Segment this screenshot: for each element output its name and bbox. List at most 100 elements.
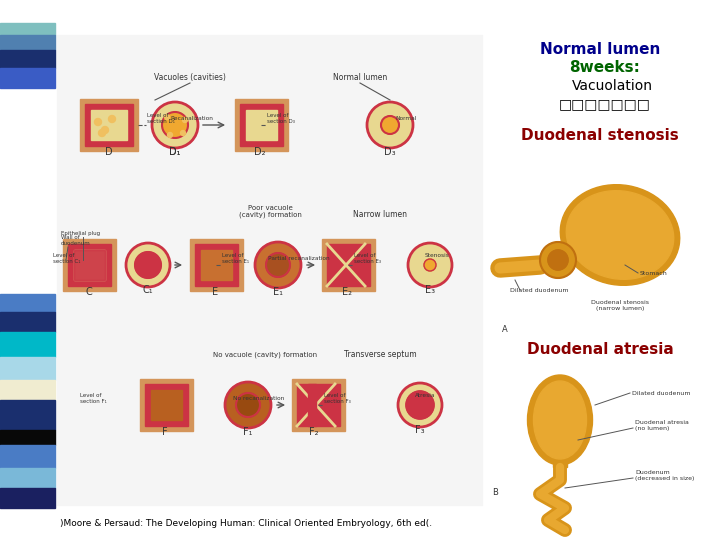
Circle shape bbox=[126, 243, 170, 287]
Bar bbox=[68, 244, 111, 286]
Bar bbox=[235, 99, 288, 151]
Text: B: B bbox=[492, 488, 498, 497]
Circle shape bbox=[102, 126, 109, 133]
Bar bbox=[0, 294, 55, 312]
Text: Level of
section D₃: Level of section D₃ bbox=[267, 113, 295, 124]
Circle shape bbox=[94, 118, 102, 125]
Text: No recanalization: No recanalization bbox=[233, 396, 284, 401]
Circle shape bbox=[540, 242, 576, 278]
Bar bbox=[190, 239, 243, 291]
Circle shape bbox=[99, 130, 106, 137]
Circle shape bbox=[135, 252, 161, 278]
Text: E₁: E₁ bbox=[273, 287, 283, 297]
Text: □□□□□□□: □□□□□□□ bbox=[559, 97, 651, 111]
Bar bbox=[490, 357, 715, 502]
Text: Epithelial plug: Epithelial plug bbox=[61, 231, 100, 236]
Text: Recanalization: Recanalization bbox=[170, 116, 213, 121]
Bar bbox=[0, 23, 55, 35]
Bar bbox=[0, 468, 55, 488]
Bar bbox=[240, 104, 283, 146]
Text: Duodenal atresia: Duodenal atresia bbox=[526, 342, 673, 357]
Bar bbox=[322, 239, 375, 291]
Bar bbox=[327, 244, 370, 286]
Circle shape bbox=[162, 112, 188, 138]
Text: Vacuoles (cavities): Vacuoles (cavities) bbox=[154, 73, 226, 82]
Circle shape bbox=[168, 132, 173, 138]
Text: E₃: E₃ bbox=[425, 285, 435, 295]
Text: Transverse septum: Transverse septum bbox=[343, 350, 416, 359]
Bar bbox=[145, 384, 188, 426]
Text: F₂: F₂ bbox=[310, 427, 319, 437]
Text: Dilated duodenum: Dilated duodenum bbox=[632, 391, 690, 396]
Circle shape bbox=[424, 259, 436, 271]
Bar bbox=[0, 380, 55, 400]
Text: Wall of
duodenum: Wall of duodenum bbox=[61, 235, 91, 246]
Text: D₁: D₁ bbox=[169, 147, 181, 157]
Text: F: F bbox=[162, 427, 168, 437]
Text: D₂: D₂ bbox=[254, 147, 266, 157]
Circle shape bbox=[225, 382, 271, 428]
Circle shape bbox=[381, 116, 399, 134]
Bar bbox=[0, 430, 55, 445]
Text: Duodenal stenosis: Duodenal stenosis bbox=[521, 127, 679, 143]
Bar bbox=[0, 68, 55, 88]
Circle shape bbox=[266, 253, 290, 277]
Text: Normal lumen: Normal lumen bbox=[333, 73, 387, 82]
Bar bbox=[490, 145, 715, 345]
Bar bbox=[0, 50, 55, 68]
Circle shape bbox=[548, 250, 568, 270]
Text: No vacuole (cavity) formation: No vacuole (cavity) formation bbox=[213, 352, 317, 359]
Ellipse shape bbox=[560, 185, 680, 285]
Text: Level of
section F₁: Level of section F₁ bbox=[80, 393, 107, 404]
Text: F₁: F₁ bbox=[243, 427, 253, 437]
Bar bbox=[195, 244, 238, 286]
Bar bbox=[308, 384, 316, 426]
Text: Stenosis: Stenosis bbox=[425, 253, 450, 258]
Circle shape bbox=[367, 102, 413, 148]
Text: Duodenal atresia
(no lumen): Duodenal atresia (no lumen) bbox=[635, 420, 689, 431]
Bar bbox=[74, 250, 105, 280]
Bar bbox=[151, 390, 182, 420]
Bar bbox=[57, 35, 482, 505]
Circle shape bbox=[236, 393, 260, 417]
Circle shape bbox=[164, 114, 169, 119]
Text: A: A bbox=[502, 325, 508, 334]
Bar bbox=[0, 35, 55, 50]
Text: Poor vacuole
(cavity) formation: Poor vacuole (cavity) formation bbox=[238, 205, 302, 219]
Text: Duodenal stenosis
(narrow lumen): Duodenal stenosis (narrow lumen) bbox=[591, 300, 649, 311]
Text: )Moore & Persaud: The Developing Human: Clinical Oriented Embryology, 6th ed(.: )Moore & Persaud: The Developing Human: … bbox=[60, 519, 432, 528]
Bar bbox=[0, 332, 55, 357]
Circle shape bbox=[109, 116, 115, 123]
Text: Normal lumen: Normal lumen bbox=[540, 43, 660, 57]
Bar bbox=[553, 447, 567, 467]
Text: Duodenum
(decreased in size): Duodenum (decreased in size) bbox=[635, 470, 694, 481]
Bar bbox=[246, 110, 277, 140]
Text: E: E bbox=[212, 287, 218, 297]
Ellipse shape bbox=[534, 381, 587, 459]
Text: E₂: E₂ bbox=[342, 287, 352, 297]
Text: D₁: D₁ bbox=[169, 147, 181, 157]
Ellipse shape bbox=[566, 191, 674, 279]
Bar bbox=[201, 250, 232, 280]
Text: Normal: Normal bbox=[395, 116, 416, 121]
Text: C₁: C₁ bbox=[143, 285, 153, 295]
Text: Vacuolation: Vacuolation bbox=[572, 79, 652, 93]
Bar bbox=[0, 312, 55, 332]
Bar bbox=[63, 239, 116, 291]
Bar bbox=[0, 400, 55, 430]
Text: D₃: D₃ bbox=[384, 147, 396, 157]
Circle shape bbox=[408, 243, 452, 287]
Circle shape bbox=[181, 131, 186, 136]
Bar bbox=[74, 250, 105, 280]
Circle shape bbox=[398, 383, 442, 427]
Text: Atresia: Atresia bbox=[415, 393, 436, 398]
Circle shape bbox=[406, 391, 434, 419]
Bar bbox=[140, 379, 193, 431]
Bar bbox=[0, 445, 55, 468]
Circle shape bbox=[255, 242, 301, 288]
Text: Level of
section D₁: Level of section D₁ bbox=[147, 113, 175, 124]
Text: D: D bbox=[105, 147, 113, 157]
Text: Level of
section C₁: Level of section C₁ bbox=[53, 253, 81, 264]
Ellipse shape bbox=[528, 375, 593, 465]
Bar bbox=[0, 357, 55, 380]
